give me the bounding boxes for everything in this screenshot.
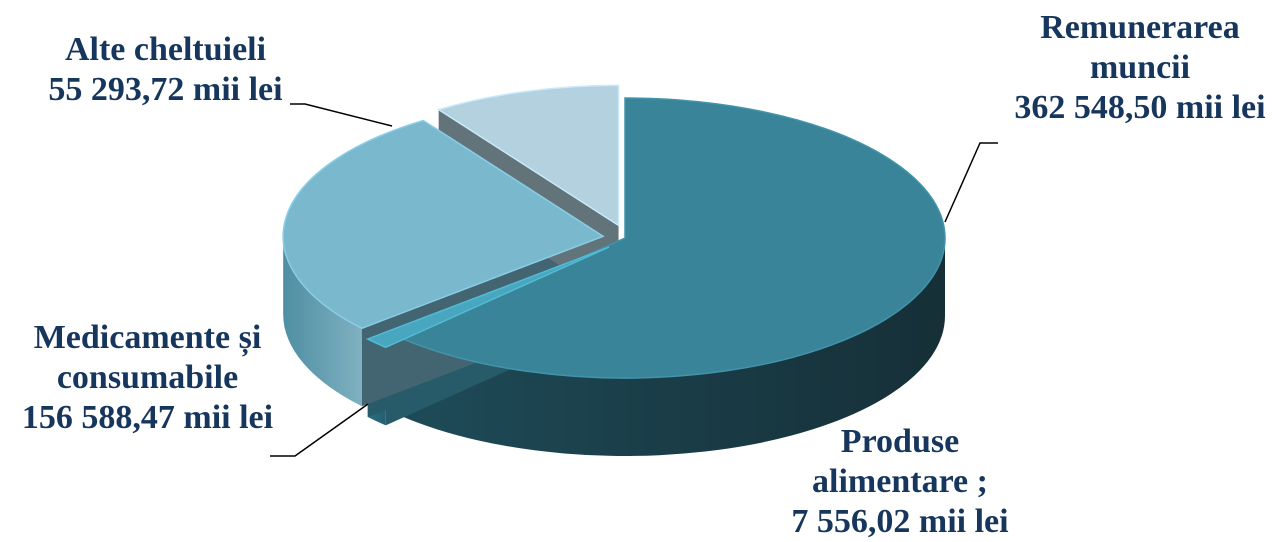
slice-label-line: 55 293,72 mii lei (48, 71, 283, 108)
leader-line-medicamente-si-consumabile (270, 403, 369, 457)
leader-line-remunerarea-muncii (944, 142, 998, 223)
slice-label-line: 362 548,50 mii lei (1014, 89, 1266, 126)
slice-label-line: 156 588,47 mii lei (21, 399, 274, 436)
slice-side-remunerarea-muncii (401, 238, 945, 456)
slice-label-line: 7 556,02 mii lei (791, 503, 1009, 540)
slice-side-medicamente-si-consumabile (283, 236, 362, 407)
slice-top-alte-cheltuieli (436, 84, 620, 227)
slice-top-medicamente-si-consumabile (282, 119, 605, 330)
slice-label-line: muncii (1089, 49, 1191, 86)
slice-label-remunerarea-muncii: Remunerarea muncii 362 548,50 mii lei (1010, 8, 1270, 128)
slice-label-line: alimentare ; (812, 463, 988, 500)
slice-label-line: Produse (840, 423, 960, 460)
slice-top-remunerarea-muncii (399, 97, 946, 379)
slice-label-produse-alimentare: Produse alimentare ; 7 556,02 mii lei (745, 422, 1055, 542)
slice-label-alte-cheltuieli: Alte cheltuieli 55 293,72 mii lei (18, 30, 313, 110)
slice-label-line: Medicamente și (33, 319, 262, 356)
slice-top-produse-alimentare (365, 246, 610, 349)
slice-label-line: consumabile (56, 359, 239, 396)
slice-label-medicamente-si-consumabile: Medicamente și consumabile 156 588,47 mi… (5, 318, 290, 438)
slice-label-line: Remunerarea (1040, 9, 1240, 46)
leader-line-alte-cheltuieli (290, 103, 393, 127)
slice-label-line: Alte cheltuieli (64, 31, 267, 68)
